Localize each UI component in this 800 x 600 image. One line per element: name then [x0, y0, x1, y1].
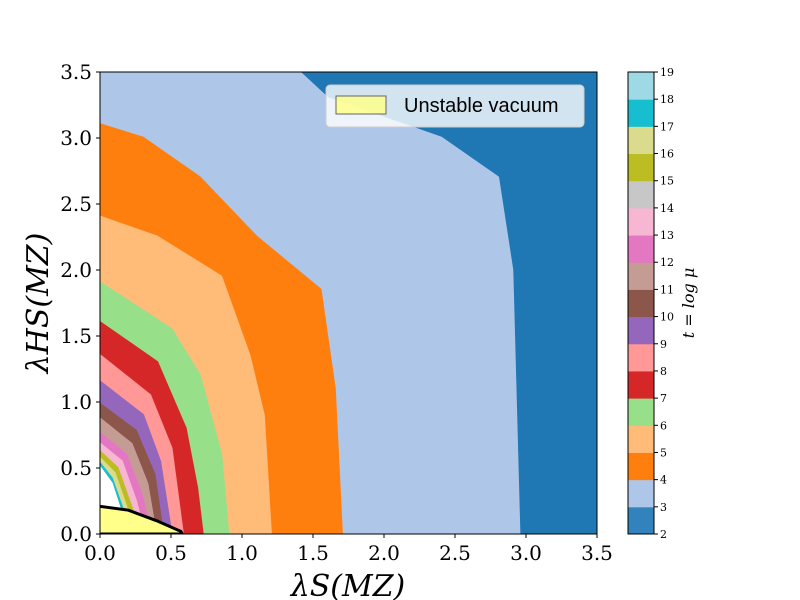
colorbar-swatch: [628, 479, 654, 508]
colorbar-tick-label: 9: [660, 338, 667, 351]
colorbar-swatch: [628, 506, 654, 535]
colorbar-tick-label: 10: [660, 311, 674, 324]
y-tick-label: 3.0: [60, 126, 92, 150]
y-tick-label: 0.0: [60, 522, 92, 546]
colorbar-tick-label: 16: [660, 148, 674, 161]
colorbar-tick-label: 13: [660, 229, 674, 242]
plot-frame: [99, 71, 598, 535]
colorbar-swatch: [628, 99, 654, 127]
y-tick-label: 1.0: [60, 390, 92, 414]
y-axis-label: λHS(MZ): [21, 233, 56, 375]
colorbar-tick-label: 17: [660, 120, 674, 133]
colorbar-tick-label: 15: [660, 175, 674, 188]
x-tick-label: 0.5: [155, 541, 187, 565]
colorbar-tick-label: 8: [660, 365, 667, 378]
unstable-vacuum-boundary: [100, 504, 184, 534]
colorbar-swatch: [628, 452, 654, 481]
colorbar-swatch: [628, 126, 654, 155]
colorbar-swatch: [628, 289, 654, 318]
legend: Unstable vacuum: [325, 84, 585, 128]
x-ticks: 0.0 0.5 1.0 1.5 2.0 2.5 3.0 3.5: [84, 534, 613, 565]
x-axis-label: λS(MZ): [290, 569, 406, 600]
colorbar-tick-label: 4: [660, 474, 667, 487]
y-tick-label: 0.5: [60, 456, 92, 480]
colorbar-tick-label: 6: [660, 419, 667, 432]
colorbar-tick-label: 12: [660, 256, 674, 269]
colorbar-tick-label: 7: [660, 392, 667, 405]
x-tick-label: 1.0: [226, 541, 258, 565]
x-tick-label: 0.0: [84, 541, 116, 565]
colorbar-swatch: [628, 425, 654, 453]
colorbar-frame: [627, 71, 655, 535]
y-tick-label: 2.5: [60, 192, 92, 216]
colorbar-tick-label: 5: [660, 446, 667, 459]
colorbar-swatch: [628, 370, 654, 399]
y-tick-label: 2.0: [60, 258, 92, 282]
legend-label: Unstable vacuum: [404, 95, 559, 117]
colorbar-tick-label: 3: [660, 501, 667, 514]
colorbar-tick-label: 18: [660, 93, 674, 106]
colorbar-tick-label: 19: [660, 66, 674, 79]
y-tick-label: 1.5: [60, 324, 92, 348]
x-tick-label: 2.5: [439, 541, 471, 565]
unstable-vacuum-layer: [100, 504, 184, 534]
legend-box: [325, 84, 585, 128]
colorbar-label: t = log μ: [679, 268, 698, 338]
colorbar-swatch: [628, 72, 654, 100]
unstable-vacuum-region: [100, 506, 183, 534]
colorbar-swatch: [628, 180, 654, 209]
colorbar-swatch: [628, 235, 654, 263]
x-tick-label: 2.0: [368, 541, 400, 565]
x-tick-label: 3.5: [581, 541, 613, 565]
x-tick-label: 1.5: [297, 541, 329, 565]
colorbar-swatch: [628, 207, 654, 236]
colorbar-swatch: [628, 316, 654, 345]
colorbar-tick-label: 11: [660, 283, 674, 296]
y-ticks: 0.0 0.5 1.0 1.5 2.0 2.5 3.0 3.5: [60, 60, 100, 546]
colorbar-swatch: [628, 398, 654, 426]
colorbar-swatch: [628, 343, 654, 372]
y-tick-label: 3.5: [60, 60, 92, 84]
colorbar-tick-label: 14: [660, 202, 674, 215]
colorbar-tick-label: 2: [660, 528, 667, 541]
colorbar-swatch: [628, 153, 654, 182]
colorbar-swatch: [628, 262, 654, 290]
x-tick-label: 3.0: [510, 541, 542, 565]
colorbar: 2 3 4 5 6 7 8 9 10 11 12 13 14 15 16 17 18 19: [627, 66, 674, 541]
legend-swatch: [335, 95, 387, 115]
